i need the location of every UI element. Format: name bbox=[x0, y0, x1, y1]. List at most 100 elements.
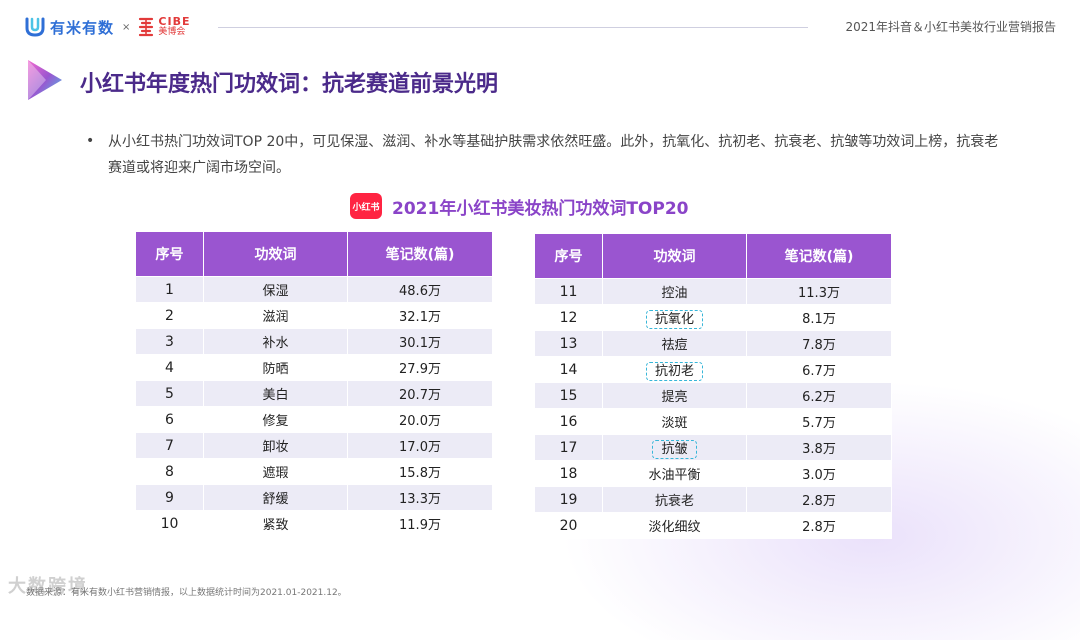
rank-cell: 18 bbox=[534, 460, 603, 487]
table-row: 12 抗氧化 8.1万 bbox=[534, 304, 892, 331]
count-cell: 27.9万 bbox=[347, 354, 493, 381]
word-cell: 修复 bbox=[203, 406, 348, 433]
table-row: 3 补水 30.1万 bbox=[135, 328, 493, 355]
table-row: 9 舒缓 13.3万 bbox=[135, 484, 493, 511]
rank-cell: 7 bbox=[135, 432, 204, 459]
count-cell: 32.1万 bbox=[347, 302, 493, 329]
youmi-logo-icon bbox=[25, 17, 45, 37]
rank-cell: 5 bbox=[135, 380, 204, 407]
source-footnote: 数据来源：有米有数小红书营销情报，以上数据统计时间为2021.01-2021.1… bbox=[26, 588, 347, 598]
count-cell: 2.8万 bbox=[746, 486, 892, 513]
rank-cell: 16 bbox=[534, 408, 603, 435]
word-cell: 祛痘 bbox=[602, 330, 747, 357]
brand-left: 有米有数 bbox=[50, 18, 115, 37]
count-cell: 3.0万 bbox=[746, 460, 892, 487]
table-row: 17 抗皱 3.8万 bbox=[534, 434, 892, 461]
table-row: 18 水油平衡 3.0万 bbox=[534, 460, 892, 487]
word-cell: 淡斑 bbox=[602, 408, 747, 435]
count-cell: 8.1万 bbox=[746, 304, 892, 331]
header-divider bbox=[218, 27, 808, 28]
count-cell: 2.8万 bbox=[746, 512, 892, 539]
title-prism-icon bbox=[28, 60, 62, 100]
rank-cell: 12 bbox=[534, 304, 603, 331]
cibe-logo-icon bbox=[139, 17, 154, 37]
count-cell: 20.0万 bbox=[347, 406, 493, 433]
word-cell: 抗氧化 bbox=[602, 304, 747, 331]
word-cell: 紧致 bbox=[203, 510, 348, 537]
column-header-word: 功效词 bbox=[602, 233, 747, 279]
column-header-rank: 序号 bbox=[135, 231, 204, 277]
rank-cell: 8 bbox=[135, 458, 204, 485]
count-cell: 20.7万 bbox=[347, 380, 493, 407]
rank-cell: 11 bbox=[534, 278, 603, 305]
ranking-table-right: 序号 功效词 笔记数(篇) 11 控油 11.3万 12 抗氧化 8.1万 13 祛痘 7.8万… bbox=[534, 233, 892, 539]
table-row: 16 淡斑 5.7万 bbox=[534, 408, 892, 435]
word-cell: 保湿 bbox=[203, 276, 348, 303]
word-cell: 水油平衡 bbox=[602, 460, 747, 487]
xiaohongshu-logo: 小红书 bbox=[350, 193, 382, 219]
table-row: 14 抗初老 6.7万 bbox=[534, 356, 892, 383]
brand-right-en: CIBE bbox=[158, 15, 191, 28]
table-row: 10 紧致 11.9万 bbox=[135, 510, 493, 537]
table-header-row: 序号 功效词 笔记数(篇) bbox=[135, 231, 493, 277]
count-cell: 13.3万 bbox=[347, 484, 493, 511]
count-cell: 7.8万 bbox=[746, 330, 892, 357]
report-title: 2021年抖音＆小红书美妆行业营销报告 bbox=[845, 20, 1056, 34]
brand-right-zh: 美博会 bbox=[158, 27, 186, 37]
bullet-marker: • bbox=[86, 133, 95, 149]
highlighted-word: 抗氧化 bbox=[645, 310, 703, 329]
summary-paragraph: 从小红书热门功效词TOP 20中，可见保湿、滋润、补水等基础护肤需求依然旺盛。此… bbox=[108, 134, 999, 176]
word-cell: 遮瑕 bbox=[203, 458, 348, 485]
table-row: 15 提亮 6.2万 bbox=[534, 382, 892, 409]
count-cell: 11.3万 bbox=[746, 278, 892, 305]
rank-cell: 13 bbox=[534, 330, 603, 357]
count-cell: 11.9万 bbox=[347, 510, 493, 537]
word-cell: 抗衰老 bbox=[602, 486, 747, 513]
rank-cell: 19 bbox=[534, 486, 603, 513]
table-row: 4 防晒 27.9万 bbox=[135, 354, 493, 381]
table-row: 6 修复 20.0万 bbox=[135, 406, 493, 433]
word-cell: 舒缓 bbox=[203, 484, 348, 511]
count-cell: 5.7万 bbox=[746, 408, 892, 435]
word-cell: 卸妆 bbox=[203, 432, 348, 459]
word-cell: 提亮 bbox=[602, 382, 747, 409]
count-cell: 30.1万 bbox=[347, 328, 493, 355]
word-cell: 控油 bbox=[602, 278, 747, 305]
times-sign: × bbox=[122, 21, 131, 33]
table-title: 2021年小红书美妆热门功效词TOP20 bbox=[392, 199, 689, 219]
rank-cell: 9 bbox=[135, 484, 204, 511]
rank-cell: 10 bbox=[135, 510, 204, 537]
word-cell: 淡化细纹 bbox=[602, 512, 747, 539]
table-row: 20 淡化细纹 2.8万 bbox=[534, 512, 892, 539]
rank-cell: 15 bbox=[534, 382, 603, 409]
page-title: 小红书年度热门功效词：抗老赛道前景光明 bbox=[80, 72, 499, 97]
table-row: 8 遮瑕 15.8万 bbox=[135, 458, 493, 485]
word-cell: 抗初老 bbox=[602, 356, 747, 383]
rank-cell: 20 bbox=[534, 512, 603, 539]
table-row: 2 滋润 32.1万 bbox=[135, 302, 493, 329]
count-cell: 17.0万 bbox=[347, 432, 493, 459]
rank-cell: 6 bbox=[135, 406, 204, 433]
highlighted-word: 抗初老 bbox=[645, 362, 703, 381]
count-cell: 6.7万 bbox=[746, 356, 892, 383]
rank-cell: 2 bbox=[135, 302, 204, 329]
cibe-brand: CIBE 美博会 bbox=[158, 16, 190, 38]
table-header-row: 序号 功效词 笔记数(篇) bbox=[534, 233, 892, 279]
table-row: 11 控油 11.3万 bbox=[534, 278, 892, 305]
word-cell: 补水 bbox=[203, 328, 348, 355]
count-cell: 3.8万 bbox=[746, 434, 892, 461]
rank-cell: 14 bbox=[534, 356, 603, 383]
table-row: 19 抗衰老 2.8万 bbox=[534, 486, 892, 513]
rank-cell: 3 bbox=[135, 328, 204, 355]
column-header-rank: 序号 bbox=[534, 233, 603, 279]
table-row: 7 卸妆 17.0万 bbox=[135, 432, 493, 459]
count-cell: 6.2万 bbox=[746, 382, 892, 409]
column-header-count: 笔记数(篇) bbox=[347, 231, 493, 277]
rank-cell: 17 bbox=[534, 434, 603, 461]
column-header-count: 笔记数(篇) bbox=[746, 233, 892, 279]
count-cell: 48.6万 bbox=[347, 276, 493, 303]
table-row: 5 美白 20.7万 bbox=[135, 380, 493, 407]
table-row: 1 保湿 48.6万 bbox=[135, 276, 493, 303]
highlighted-word: 抗皱 bbox=[652, 440, 697, 459]
header-logos: 有米有数 × CIBE 美博会 bbox=[24, 14, 190, 40]
